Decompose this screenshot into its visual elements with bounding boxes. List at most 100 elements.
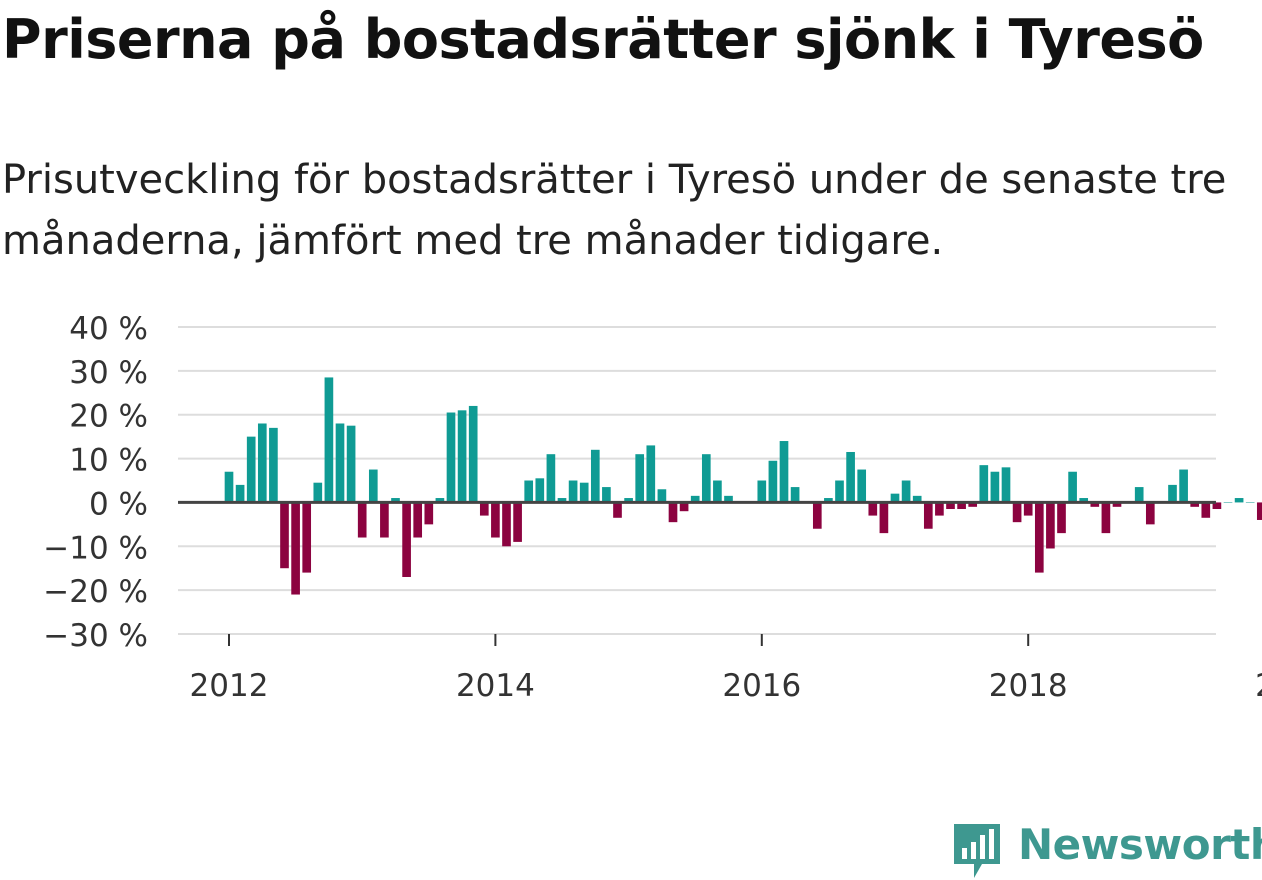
bar (1223, 502, 1233, 503)
bar (1256, 502, 1262, 520)
bar (402, 502, 411, 577)
bar (1046, 502, 1055, 549)
y-tick-label: −10 % (43, 530, 148, 566)
bar (835, 480, 844, 503)
bar (657, 489, 667, 503)
grid-lines (178, 326, 1216, 635)
bar (990, 471, 1000, 503)
bar (923, 502, 933, 529)
bar (857, 469, 867, 503)
bar (1234, 498, 1244, 503)
bar (468, 405, 478, 503)
bar (668, 502, 678, 523)
bar-chart-bubble-icon (954, 824, 1000, 878)
x-tick-label: 2020 (1255, 668, 1262, 704)
y-tick-label: 30 % (69, 355, 148, 391)
bar (257, 423, 267, 503)
bar (435, 498, 445, 503)
bar (357, 502, 367, 538)
bar (1212, 502, 1222, 510)
bar-chart: 40 % 30 % 20 % 10 % 0 % −10 % −20 % −30 % 2012 2… (43, 311, 1262, 704)
y-axis-ticks: 40 % 30 % 20 % 10 % 0 % −10 % −20 % −30 % (43, 311, 148, 654)
x-tick-label: 2012 (190, 668, 269, 704)
bar (1190, 502, 1200, 507)
bar (546, 454, 556, 503)
bar (235, 484, 245, 503)
newsworthy-logo: Newsworthy (950, 820, 1262, 880)
y-tick-label: 40 % (69, 311, 148, 347)
bar (635, 454, 645, 503)
bar (457, 410, 467, 503)
bar (568, 480, 578, 503)
bar (912, 495, 922, 503)
bar (524, 480, 534, 503)
bar (291, 502, 300, 595)
bar (846, 451, 855, 503)
chart-title: Priserna på bostadsrätter sjönk i Tyresö (2, 8, 1204, 71)
bar (690, 495, 700, 503)
bar (446, 412, 456, 503)
bar (224, 471, 234, 503)
bar (812, 502, 822, 529)
bar (968, 502, 978, 507)
bar (1068, 471, 1077, 503)
bar (513, 502, 522, 542)
bar (368, 469, 378, 503)
y-tick-label: −30 % (43, 618, 148, 654)
y-tick-label: −20 % (43, 574, 148, 610)
bar (424, 502, 434, 525)
bar (1201, 502, 1211, 518)
bar (1034, 502, 1044, 573)
bar (679, 502, 689, 512)
bar (779, 441, 789, 503)
bar (946, 502, 955, 510)
y-tick-label: 20 % (69, 399, 148, 435)
x-axis: 20122014201620182020202220242026 (190, 634, 1262, 704)
bar (790, 487, 800, 503)
bar (391, 498, 400, 503)
bar (1079, 498, 1089, 503)
chart-subtitle: Prisutveckling för bostadsrätter i Tyres… (2, 157, 1227, 264)
bar (890, 493, 900, 503)
bar (768, 460, 778, 503)
bar (557, 498, 567, 503)
bar (624, 498, 633, 503)
bar (1145, 502, 1155, 525)
bar (613, 502, 622, 518)
bar (957, 502, 966, 510)
bar (280, 502, 289, 569)
bar (1245, 502, 1255, 503)
bar (646, 445, 656, 503)
bar (302, 502, 312, 573)
bar (380, 502, 389, 538)
bar (824, 498, 833, 503)
bar (1001, 467, 1011, 503)
bar (1101, 502, 1111, 534)
bar (246, 436, 256, 503)
bar (313, 482, 323, 503)
bar (935, 502, 944, 516)
bar (1090, 502, 1100, 507)
x-tick-label: 2018 (989, 668, 1068, 704)
bar (713, 480, 722, 503)
bar (324, 377, 334, 503)
bar (1134, 487, 1144, 503)
bar (579, 482, 589, 503)
bar (335, 423, 345, 503)
bar (602, 487, 611, 503)
bar (1179, 469, 1188, 503)
bar (879, 502, 889, 534)
y-tick-label: 10 % (69, 443, 148, 479)
bar (479, 502, 489, 516)
bar (1023, 502, 1033, 516)
bar (901, 480, 911, 503)
bar (979, 465, 989, 503)
bar (701, 454, 711, 503)
bar (269, 427, 278, 503)
bar-series (224, 377, 1262, 595)
bar (1057, 502, 1066, 534)
x-tick-label: 2016 (722, 668, 801, 704)
bar (535, 478, 545, 503)
bar (346, 425, 356, 503)
bar (757, 480, 767, 503)
